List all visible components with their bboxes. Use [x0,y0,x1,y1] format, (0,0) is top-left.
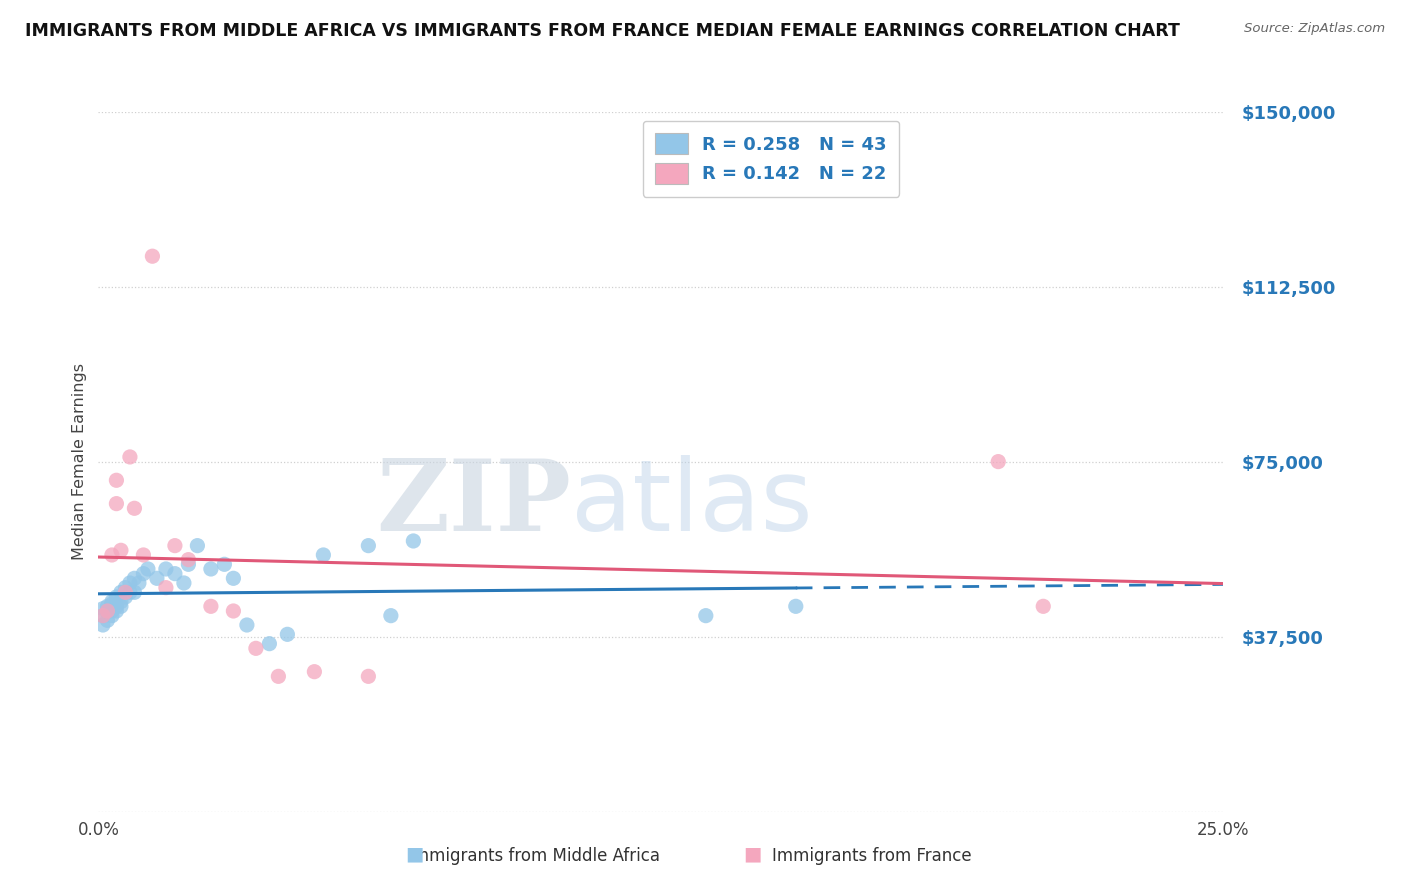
Point [105,590,128,604]
Point [357,669,380,683]
Point [163,566,186,581]
Point [128,576,150,591]
Point [259,637,281,651]
Point [695,608,717,623]
Point [136,562,159,576]
Point [96,613,118,627]
Point [124,501,146,516]
Point [91,608,114,623]
Point [114,581,136,595]
Point [110,585,132,599]
Point [105,599,128,614]
Point [200,599,222,614]
Point [222,571,245,585]
Point [304,665,326,679]
Point [146,571,169,585]
Point [177,552,200,566]
Point [101,604,124,618]
Point [987,455,1010,469]
Point [96,604,118,618]
Text: ZIP: ZIP [375,455,571,552]
Point [114,590,136,604]
Text: IMMIGRANTS FROM MIDDLE AFRICA VS IMMIGRANTS FROM FRANCE MEDIAN FEMALE EARNINGS C: IMMIGRANTS FROM MIDDLE AFRICA VS IMMIGRA… [25,22,1180,40]
Point [785,599,807,614]
Point [173,576,195,591]
Text: ■: ■ [742,845,762,863]
Point [141,249,163,263]
Point [110,543,132,558]
Point [214,558,236,572]
Point [132,566,155,581]
Legend: R = 0.258   N = 43, R = 0.142   N = 22: R = 0.258 N = 43, R = 0.142 N = 22 [643,120,900,196]
Point [105,497,128,511]
Point [110,594,132,608]
Point [155,581,177,595]
Point [91,608,114,623]
Point [101,597,124,611]
Text: atlas: atlas [571,455,813,552]
Point [96,599,118,614]
Point [177,558,200,572]
Text: Immigrants from France: Immigrants from France [772,847,972,865]
Point [91,601,114,615]
Point [200,562,222,576]
Point [91,618,114,632]
Point [101,594,124,608]
Text: ■: ■ [405,845,425,863]
Point [267,669,290,683]
Point [101,548,124,562]
Point [245,641,267,656]
Point [96,604,118,618]
Point [118,450,141,464]
Point [380,608,402,623]
Point [312,548,335,562]
Point [105,473,128,487]
Point [276,627,298,641]
Point [124,585,146,599]
Point [222,604,245,618]
Point [357,539,380,553]
Point [118,576,141,591]
Point [186,539,208,553]
Point [114,585,136,599]
Point [124,571,146,585]
Point [110,599,132,614]
Y-axis label: Median Female Earnings: Median Female Earnings [72,363,87,560]
Point [105,604,128,618]
Point [163,539,186,553]
Text: Immigrants from Middle Africa: Immigrants from Middle Africa [408,847,661,865]
Point [402,533,425,548]
Point [236,618,259,632]
Text: Source: ZipAtlas.com: Source: ZipAtlas.com [1244,22,1385,36]
Point [155,562,177,576]
Point [118,585,141,599]
Point [132,548,155,562]
Point [101,608,124,623]
Point [1032,599,1054,614]
